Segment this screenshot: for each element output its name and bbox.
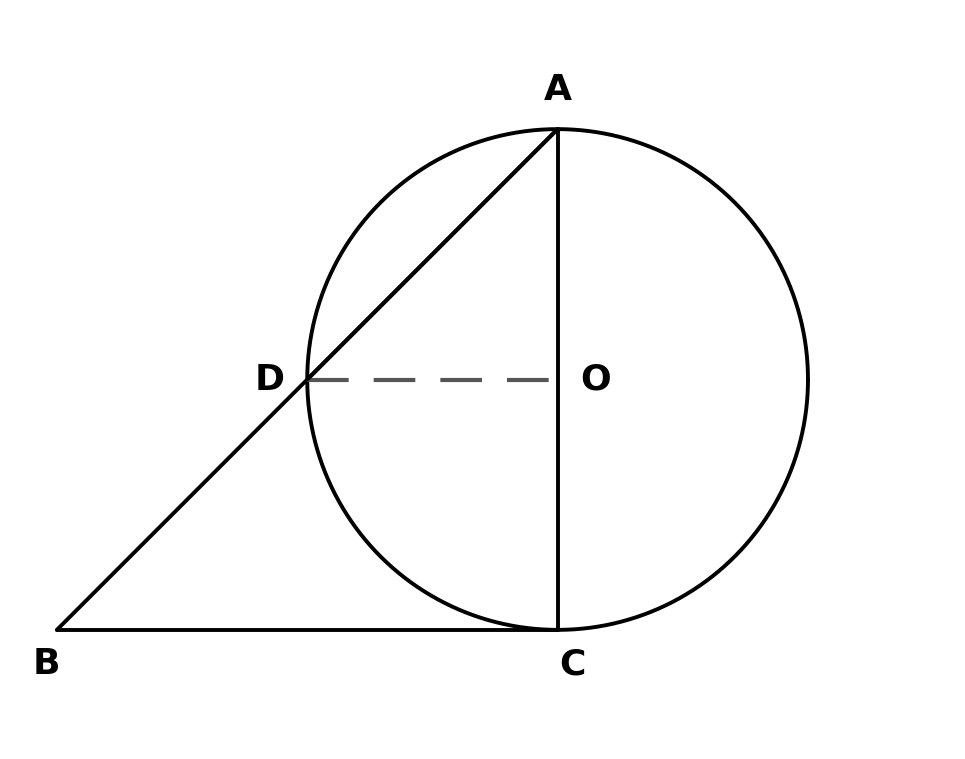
Text: A: A xyxy=(543,73,571,106)
Text: D: D xyxy=(255,363,285,396)
Text: B: B xyxy=(33,647,61,682)
Text: C: C xyxy=(560,647,586,682)
Text: O: O xyxy=(580,363,611,396)
